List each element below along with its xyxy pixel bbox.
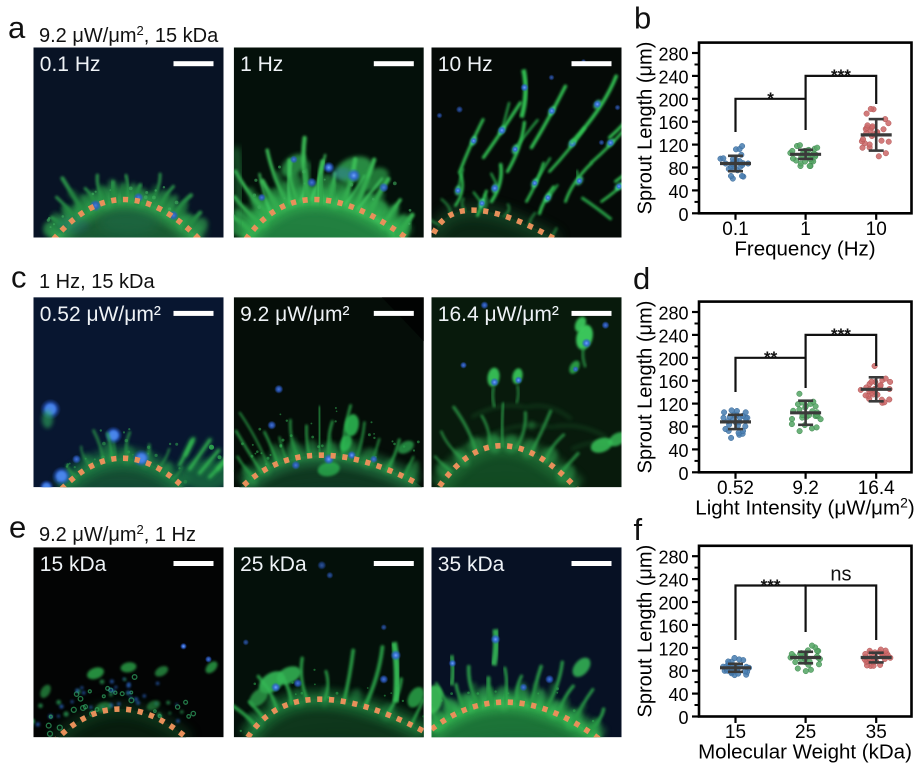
- svg-text:25 kDa: 25 kDa: [240, 553, 307, 576]
- svg-text:240: 240: [658, 571, 688, 591]
- svg-text:280: 280: [658, 548, 688, 568]
- svg-text:40: 40: [668, 441, 688, 461]
- svg-text:e: e: [9, 510, 26, 545]
- svg-text:9.2 μW/μm²: 9.2 μW/μm²: [240, 303, 349, 326]
- svg-text:10: 10: [866, 219, 887, 240]
- svg-text:Sprout Length (μm): Sprout Length (μm): [635, 301, 657, 474]
- svg-text:280: 280: [658, 304, 688, 324]
- svg-text:***: ***: [831, 325, 851, 344]
- svg-text:15: 15: [725, 722, 746, 743]
- svg-text:d: d: [633, 261, 650, 296]
- svg-text:9.2 μW/μm2, 15 kDa: 9.2 μW/μm2, 15 kDa: [39, 23, 219, 47]
- svg-text:35 kDa: 35 kDa: [438, 553, 505, 576]
- svg-text:f: f: [634, 512, 643, 547]
- svg-text:120: 120: [658, 136, 688, 156]
- svg-text:*: *: [767, 89, 774, 108]
- svg-text:10 Hz: 10 Hz: [438, 53, 493, 76]
- svg-text:120: 120: [658, 395, 688, 415]
- svg-text:***: ***: [761, 576, 781, 595]
- svg-text:a: a: [8, 10, 26, 45]
- svg-text:35: 35: [866, 722, 887, 743]
- svg-text:0.52 μW/μm²: 0.52 μW/μm²: [40, 303, 161, 326]
- svg-text:160: 160: [658, 616, 688, 636]
- svg-text:Sprout Length (μm): Sprout Length (μm): [635, 42, 657, 215]
- svg-text:40: 40: [668, 685, 688, 705]
- svg-text:9.2 μW/μm2, 1 Hz: 9.2 μW/μm2, 1 Hz: [39, 522, 196, 546]
- svg-text:Molecular Weight (kDa): Molecular Weight (kDa): [698, 741, 912, 764]
- svg-text:80: 80: [668, 662, 688, 682]
- svg-text:160: 160: [658, 372, 688, 392]
- svg-text:80: 80: [668, 418, 688, 438]
- svg-text:b: b: [634, 1, 651, 36]
- svg-text:1: 1: [800, 219, 811, 240]
- svg-text:0: 0: [678, 464, 688, 484]
- svg-text:16.4 μW/μm²: 16.4 μW/μm²: [438, 303, 559, 326]
- svg-text:0.1: 0.1: [722, 219, 748, 240]
- svg-text:25: 25: [795, 722, 816, 743]
- svg-text:160: 160: [658, 113, 688, 133]
- svg-text:40: 40: [668, 182, 688, 202]
- svg-text:240: 240: [658, 326, 688, 346]
- svg-text:1 Hz, 15 kDa: 1 Hz, 15 kDa: [39, 271, 155, 293]
- svg-text:200: 200: [658, 90, 688, 110]
- svg-text:0.1 Hz: 0.1 Hz: [40, 53, 101, 76]
- svg-text:Frequency (Hz): Frequency (Hz): [734, 238, 875, 261]
- svg-text:0.52: 0.52: [717, 478, 754, 499]
- svg-text:c: c: [11, 260, 27, 295]
- svg-text:200: 200: [658, 349, 688, 369]
- svg-text:Sprout Length (μm): Sprout Length (μm): [635, 545, 657, 718]
- svg-text:0: 0: [678, 205, 688, 225]
- svg-text:Light Intensity (μW/μm2): Light Intensity (μW/μm2): [695, 495, 914, 520]
- svg-text:200: 200: [658, 594, 688, 614]
- svg-text:240: 240: [658, 67, 688, 87]
- svg-text:1 Hz: 1 Hz: [240, 53, 283, 76]
- svg-text:0: 0: [678, 708, 688, 728]
- svg-text:280: 280: [658, 45, 688, 65]
- svg-text:120: 120: [658, 639, 688, 659]
- svg-text:15 kDa: 15 kDa: [40, 553, 107, 576]
- svg-text:9.2: 9.2: [792, 478, 818, 499]
- svg-text:ns: ns: [830, 564, 851, 586]
- svg-text:16.4: 16.4: [858, 478, 895, 499]
- svg-text:**: **: [764, 348, 778, 367]
- svg-text:80: 80: [668, 159, 688, 179]
- svg-text:***: ***: [831, 66, 851, 85]
